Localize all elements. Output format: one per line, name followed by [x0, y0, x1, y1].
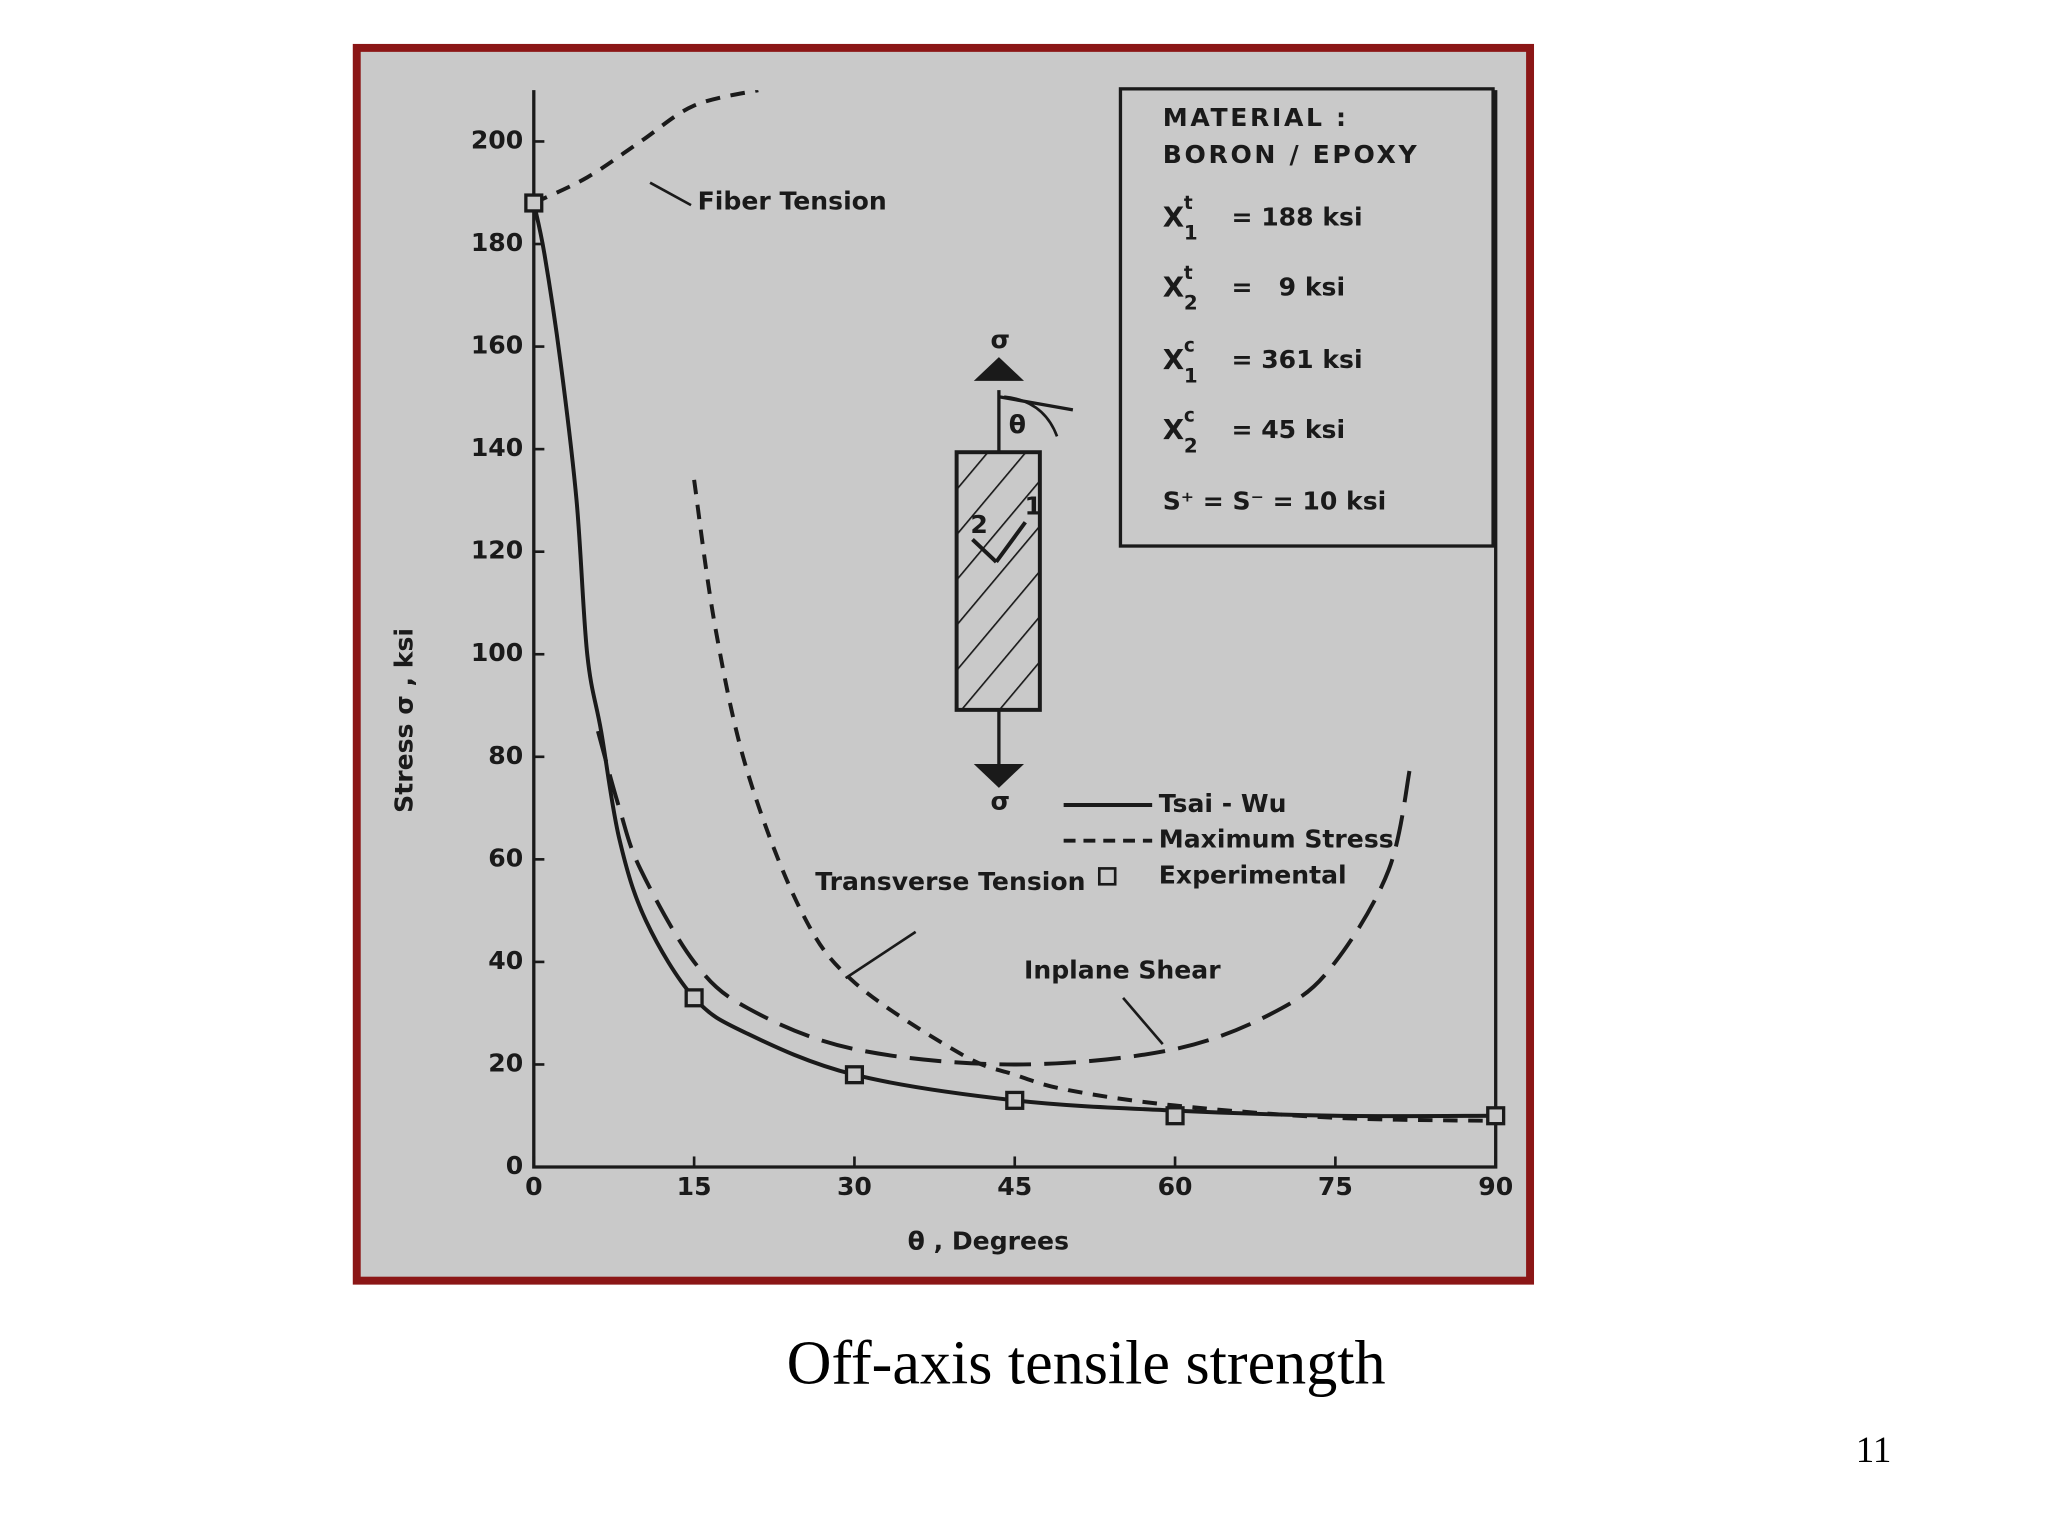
x-tick-label: 30 — [837, 1172, 872, 1201]
curve — [692, 479, 1496, 1123]
legend-label: Tsai - Wu — [1159, 789, 1287, 818]
axis-label: 2 — [970, 510, 987, 539]
experimental-point — [524, 193, 544, 213]
material-heading: MATERIAL : — [1163, 103, 1349, 132]
property-value: = 45 ksi — [1231, 415, 1345, 444]
property-value: = 188 ksi — [1231, 202, 1362, 231]
specimen-body — [954, 450, 1042, 712]
property-superscript: t — [1184, 263, 1193, 284]
stress-label: σ — [990, 786, 1010, 815]
y-tick-label: 80 — [488, 741, 523, 770]
specimen: σ σ θ 1 2 — [954, 325, 1074, 815]
property-symbol: X — [1163, 270, 1184, 303]
property-value: = 9 ksi — [1231, 272, 1345, 301]
property-value: = 361 ksi — [1231, 345, 1362, 374]
y-tick-label: 140 — [471, 433, 523, 462]
x-tick-label: 60 — [1158, 1172, 1193, 1201]
experimental-point — [844, 1065, 865, 1085]
property-superscript: t — [1184, 193, 1193, 214]
property-symbol: X — [1163, 413, 1184, 446]
material-axes — [971, 521, 1027, 564]
experimental-point — [1486, 1106, 1506, 1126]
curve-label: Fiber Tension — [698, 186, 887, 215]
property-subscript: 1 — [1184, 222, 1198, 245]
x-tick-label: 15 — [677, 1172, 712, 1201]
slide-title: Off-axis tensile strength — [787, 1329, 1386, 1397]
x-tick-label: 45 — [997, 1172, 1032, 1201]
property-subscript: 2 — [1184, 434, 1198, 457]
property-superscript: c — [1184, 406, 1195, 427]
arrow — [973, 357, 1024, 381]
legend-label: Maximum Stress — [1159, 825, 1394, 854]
property-subscript: 1 — [1184, 364, 1198, 387]
x-tick-label: 90 — [1478, 1172, 1513, 1201]
y-tick-label: 120 — [471, 536, 523, 565]
property-symbol: X — [1163, 343, 1184, 376]
experimental-point — [1005, 1090, 1025, 1110]
leader-line — [649, 181, 692, 207]
arrow — [973, 764, 1024, 788]
experimental-point — [1165, 1106, 1185, 1126]
angle-label: θ — [1009, 410, 1026, 439]
stress-label: σ — [990, 325, 1010, 354]
plot: θ , Degrees Stress σ , ksi 0 15 30 45 60 75 90… — [390, 90, 1513, 1255]
y-tick-label: 60 — [488, 843, 523, 872]
angle-arc — [1004, 395, 1059, 437]
material-box-frame — [1118, 87, 1495, 548]
y-tick-label: 20 — [488, 1048, 523, 1077]
property-subscript: 2 — [1184, 292, 1198, 315]
curve — [533, 90, 759, 205]
shear-strength: S⁺ = S⁻ = 10 ksi — [1163, 486, 1387, 515]
y-tick-label: 180 — [471, 228, 523, 257]
legend-swatch — [1097, 867, 1117, 886]
leader-line — [1122, 997, 1164, 1046]
y-axis-label: Stress σ , ksi — [390, 628, 419, 813]
experimental-point — [684, 988, 704, 1008]
y-tick-label: 200 — [471, 125, 523, 154]
property-symbol: X — [1163, 200, 1184, 233]
property-superscript: c — [1184, 336, 1195, 357]
legend-label: Experimental — [1159, 860, 1347, 889]
leader-line — [844, 930, 917, 980]
material-name: BORON / EPOXY — [1163, 140, 1420, 169]
axis-label: 1 — [1025, 492, 1042, 521]
y-tick-label: 100 — [471, 638, 523, 667]
y-tick-label: 160 — [471, 331, 523, 360]
x-tick-label: 0 — [525, 1172, 542, 1201]
x-axis-label: θ , Degrees — [908, 1226, 1069, 1255]
x-tick-label: 75 — [1318, 1172, 1353, 1201]
material-box: MATERIAL : BORON / EPOXY S⁺ = S⁻ = 10 ks… — [1118, 87, 1495, 548]
curve-label: Transverse Tension — [815, 867, 1085, 896]
curve — [596, 730, 1413, 1067]
y-tick-label: 40 — [488, 946, 523, 975]
y-tick-label: 0 — [506, 1151, 523, 1180]
page-number: 11 — [1856, 1430, 1892, 1471]
curve-label: Inplane Shear — [1024, 955, 1221, 984]
